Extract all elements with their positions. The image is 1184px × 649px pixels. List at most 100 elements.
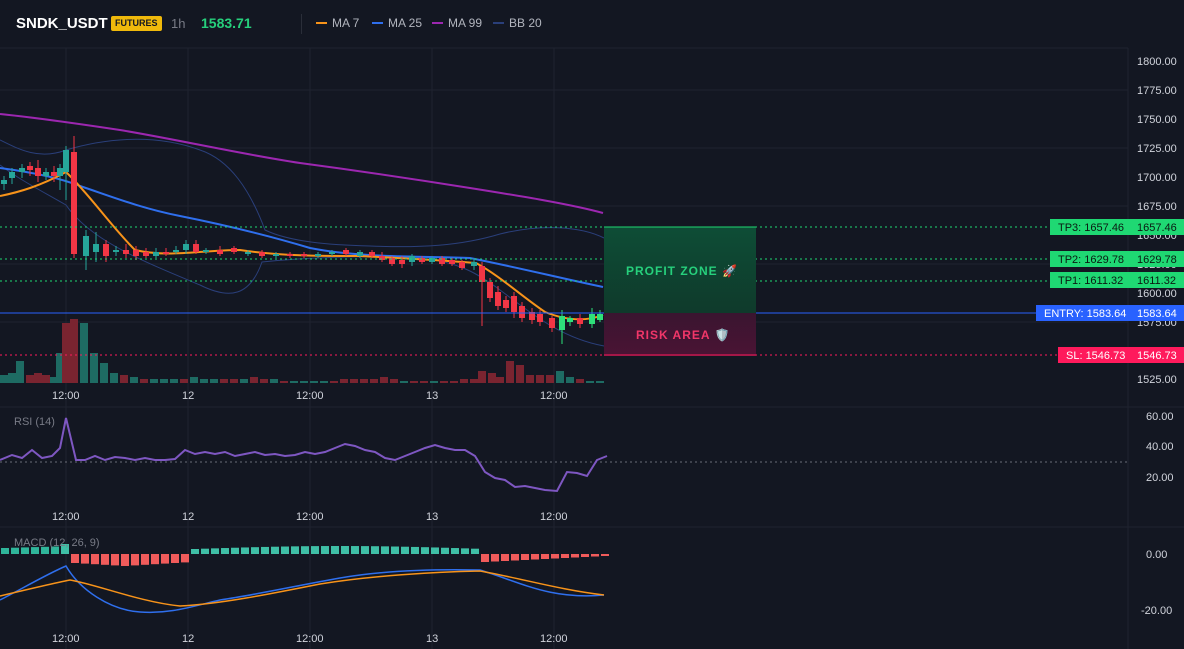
legend-ma99[interactable]: MA 99 bbox=[432, 16, 482, 30]
macd-bar bbox=[71, 554, 79, 563]
rsi-pane[interactable]: RSI (14) 60.00 40.00 20.00 12:00 12 12:0… bbox=[0, 411, 1174, 523]
ma99-line bbox=[0, 113, 604, 214]
time-tick: 12:00 bbox=[540, 390, 568, 402]
volume-bar bbox=[150, 379, 158, 383]
macd-bar bbox=[591, 554, 599, 557]
sl-tag[interactable]: SL: 1546.73 1546.73 bbox=[1058, 347, 1184, 363]
time-tick: 12:00 bbox=[52, 390, 80, 402]
rsi-tick: 60.00 bbox=[1146, 411, 1174, 423]
macd-bar bbox=[581, 554, 589, 557]
candle-body bbox=[259, 252, 265, 256]
candle-body bbox=[217, 250, 223, 254]
symbol-name[interactable]: SNDK_USDT bbox=[16, 15, 108, 32]
time-tick: 13 bbox=[426, 633, 438, 645]
macd-bar bbox=[321, 546, 329, 554]
volume-bar bbox=[130, 377, 138, 383]
ma99-swatch bbox=[432, 22, 443, 24]
timeframe-selector[interactable]: 1h bbox=[171, 16, 186, 31]
ma25-swatch bbox=[372, 22, 383, 24]
macd-pane[interactable]: MACD (12, 26, 9) 0.00 -20.00 12:00 12 12… bbox=[0, 537, 1172, 645]
entry-tag-text: ENTRY: 1583.64 bbox=[1044, 308, 1126, 320]
time-tick: 12:00 bbox=[296, 633, 324, 645]
time-tick: 13 bbox=[426, 390, 438, 402]
volume-bar bbox=[16, 361, 24, 383]
candle-body bbox=[19, 168, 25, 172]
sl-axis-value: 1546.73 bbox=[1137, 350, 1177, 362]
candle-body bbox=[449, 260, 455, 264]
macd-bar bbox=[271, 546, 279, 554]
macd-bar bbox=[351, 546, 359, 554]
volume-bar bbox=[488, 373, 496, 383]
volume-bar bbox=[210, 379, 218, 383]
macd-bar bbox=[551, 554, 559, 559]
ma7-swatch bbox=[316, 22, 327, 24]
volume-bar bbox=[340, 379, 348, 383]
legend-ma25[interactable]: MA 25 bbox=[372, 16, 422, 30]
candle-body bbox=[35, 168, 41, 176]
volume-bar bbox=[470, 379, 478, 383]
legend-bb20[interactable]: BB 20 bbox=[493, 16, 542, 30]
macd-bar bbox=[31, 547, 39, 554]
tp1-axis-value: 1611.32 bbox=[1137, 275, 1176, 287]
candle-body bbox=[301, 254, 307, 256]
volume-bar bbox=[56, 353, 64, 383]
risk-zone-label: RISK AREA 🛡️ bbox=[636, 328, 730, 342]
macd-bar bbox=[251, 547, 259, 554]
macd-bar bbox=[241, 547, 249, 554]
macd-bar bbox=[41, 546, 49, 554]
macd-bar bbox=[11, 547, 19, 554]
candle-body bbox=[27, 166, 33, 170]
tp1-tag-text: TP1: 1611.32 bbox=[1058, 275, 1123, 287]
price-tick: 1600.00 bbox=[1137, 288, 1177, 300]
volume-bar bbox=[506, 361, 514, 383]
profit-zone[interactable]: PROFIT ZONE 🚀 bbox=[604, 226, 756, 313]
volume-bar bbox=[440, 381, 448, 383]
candle-body bbox=[549, 318, 555, 328]
macd-bar bbox=[191, 549, 199, 554]
volume-bar bbox=[260, 379, 268, 383]
candle-body bbox=[379, 256, 385, 260]
volume-bar bbox=[100, 363, 108, 383]
candle-body bbox=[567, 318, 573, 322]
macd-line bbox=[0, 565, 605, 614]
macd-label: MACD (12, 26, 9) bbox=[14, 537, 100, 549]
macd-bar bbox=[451, 548, 459, 554]
macd-bar bbox=[131, 554, 139, 566]
candle-body bbox=[63, 150, 69, 172]
bollinger-bands bbox=[0, 138, 605, 347]
risk-zone[interactable]: RISK AREA 🛡️ bbox=[604, 313, 756, 356]
candle-body bbox=[245, 252, 251, 254]
volume-bar bbox=[240, 379, 248, 383]
candle-body bbox=[329, 252, 335, 254]
macd-bar bbox=[501, 554, 509, 561]
legend-ma7[interactable]: MA 7 bbox=[316, 16, 359, 30]
legend-bb20-label: BB 20 bbox=[509, 16, 542, 30]
volume-bar bbox=[42, 375, 50, 383]
candle-body bbox=[163, 252, 169, 254]
macd-bar bbox=[151, 554, 159, 565]
candle-body bbox=[273, 254, 279, 256]
macd-bar bbox=[231, 547, 239, 554]
time-tick: 12:00 bbox=[296, 511, 324, 523]
volume-bar bbox=[526, 375, 534, 383]
macd-bar bbox=[331, 546, 339, 554]
macd-bar bbox=[121, 554, 129, 566]
trade-levels bbox=[0, 226, 1128, 356]
last-price: 1583.71 bbox=[201, 15, 252, 31]
legend-ma25-label: MA 25 bbox=[388, 16, 423, 30]
entry-tag[interactable]: ENTRY: 1583.64 1583.64 bbox=[1036, 305, 1184, 321]
volume-bar bbox=[360, 379, 368, 383]
tp2-tag[interactable]: TP2: 1629.78 1629.78 bbox=[1050, 251, 1184, 267]
rsi-tick: 40.00 bbox=[1146, 441, 1174, 453]
candlesticks[interactable] bbox=[1, 136, 603, 344]
tp3-tag-text: TP3: 1657.46 bbox=[1058, 222, 1124, 234]
candle-body bbox=[103, 244, 109, 256]
candle-body bbox=[43, 172, 49, 176]
tp3-tag[interactable]: TP3: 1657.46 1657.46 bbox=[1050, 219, 1184, 235]
rsi-line bbox=[0, 417, 608, 493]
volume-bar bbox=[230, 379, 238, 383]
volume-bars bbox=[0, 319, 604, 383]
tp1-tag[interactable]: TP1: 1611.32 1611.32 bbox=[1050, 272, 1184, 288]
macd-bar bbox=[281, 546, 289, 554]
